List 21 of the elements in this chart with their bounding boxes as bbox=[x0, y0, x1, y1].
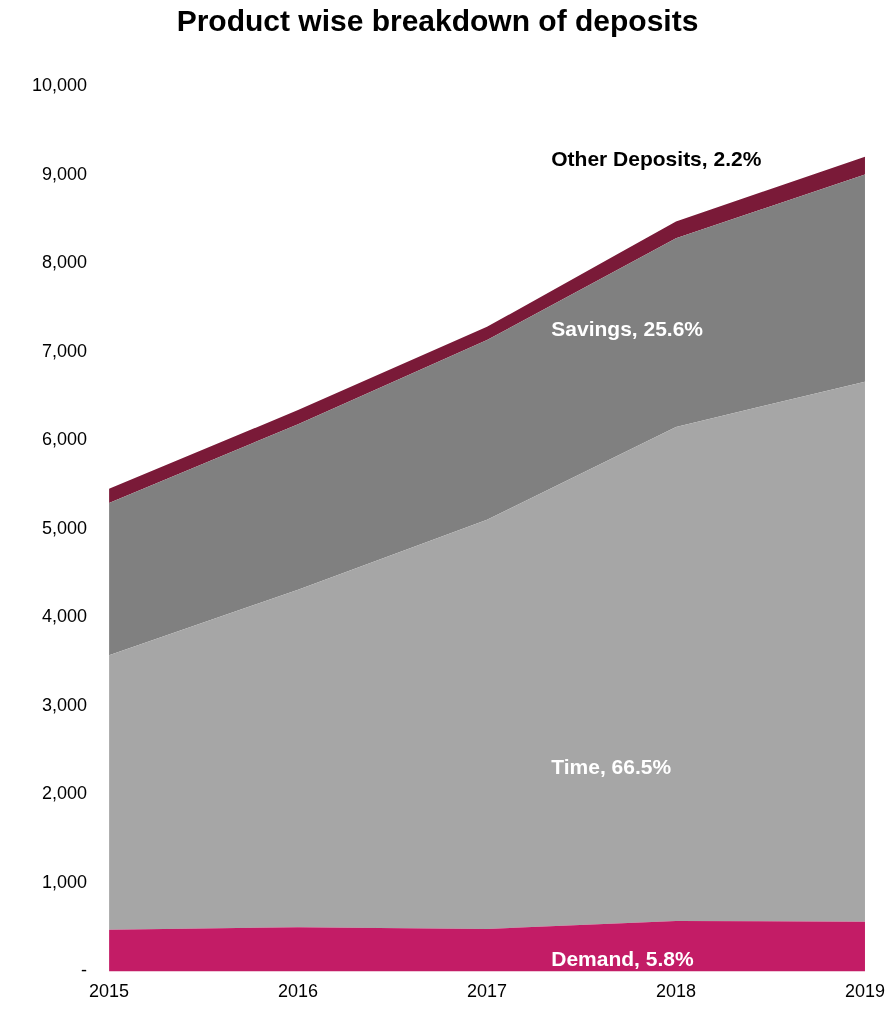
y-tick-label: 7,000 bbox=[42, 340, 88, 361]
y-tick-label: 6,000 bbox=[42, 429, 88, 450]
x-tick-label: 2015 bbox=[89, 981, 130, 1002]
y-tick-label: - bbox=[81, 960, 88, 981]
y-tick-label: 10,000 bbox=[31, 74, 88, 95]
y-tick-label: 3,000 bbox=[42, 694, 88, 715]
chart-title: Product wise breakdown of deposits bbox=[176, 4, 699, 38]
y-tick-label: 4,000 bbox=[42, 606, 88, 627]
x-tick-label: 2019 bbox=[844, 981, 885, 1002]
series-label: Time, 66.5% bbox=[551, 754, 672, 778]
y-tick-label: 9,000 bbox=[42, 163, 88, 184]
series-label: Other Deposits, 2.2% bbox=[551, 146, 762, 170]
x-tick-label: 2017 bbox=[466, 981, 508, 1002]
x-tick-label: 2016 bbox=[278, 981, 319, 1002]
y-tick-label: 5,000 bbox=[42, 517, 88, 538]
y-tick-label: 8,000 bbox=[42, 252, 88, 273]
x-tick-label: 2018 bbox=[655, 981, 697, 1002]
y-tick-label: 2,000 bbox=[42, 783, 88, 804]
y-tick-label: 1,000 bbox=[42, 871, 88, 892]
series-label: Demand, 5.8% bbox=[551, 946, 694, 970]
series-label: Savings, 25.6% bbox=[551, 316, 704, 340]
